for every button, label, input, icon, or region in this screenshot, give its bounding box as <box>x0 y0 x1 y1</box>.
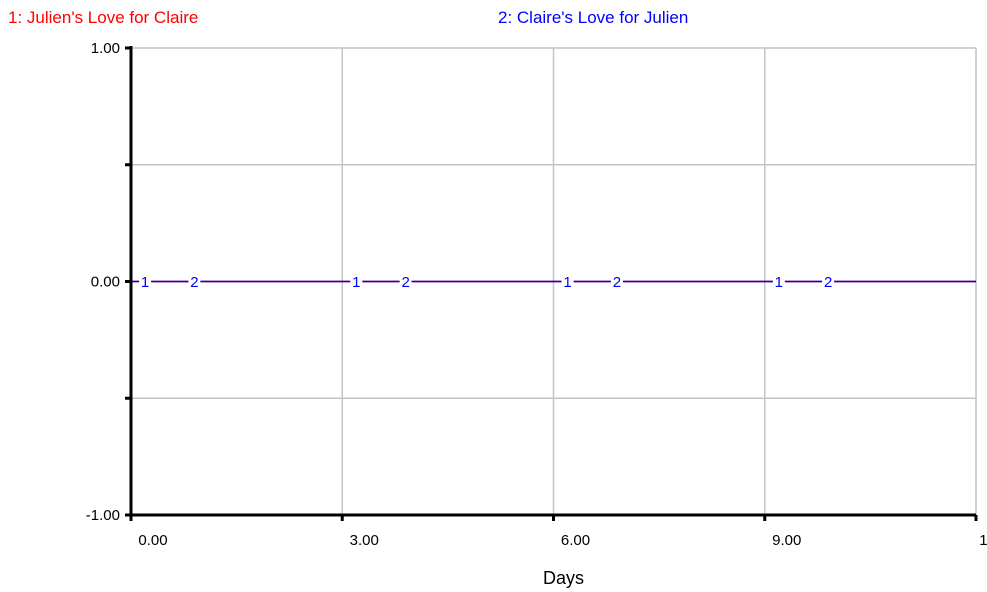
series-marker-bg <box>822 273 835 290</box>
series-marker-2: 2 <box>401 274 409 291</box>
y-tick-label: 0.00 <box>91 274 120 291</box>
series-marker-1: 1 <box>563 274 571 291</box>
series-marker-bg <box>139 273 152 290</box>
series-marker-1: 1 <box>141 274 149 291</box>
x-axis-label: Days <box>543 568 584 588</box>
series-marker-bg <box>561 273 574 290</box>
series-marker-bg <box>772 273 785 290</box>
x-tick-label: 12.00 <box>979 532 987 549</box>
legend-series-2: 2: Claire's Love for Julien <box>498 8 689 27</box>
y-tick-label: 1.00 <box>91 40 120 57</box>
series-marker-bg <box>610 273 623 290</box>
series-marker-2: 2 <box>613 274 621 291</box>
x-tick-label: 0.00 <box>138 532 167 549</box>
axes <box>125 46 978 521</box>
y-tick-label: -1.00 <box>86 507 120 524</box>
tick-labels: 1.00 0.00 -1.00 0.00 3.00 6.00 9.00 12.00 <box>86 40 987 549</box>
x-tick-label: 3.00 <box>350 532 379 549</box>
series-marker-bg <box>399 273 412 290</box>
series-marker-bg <box>188 273 201 290</box>
series-marker-bg <box>350 273 363 290</box>
x-tick-label: 6.00 <box>561 532 590 549</box>
series-marker-2: 2 <box>824 274 832 291</box>
series-layer: 1 2 1 2 1 2 1 2 <box>131 273 976 291</box>
legend-series-1: 1: Julien's Love for Claire <box>8 8 199 27</box>
series-marker-1: 1 <box>352 274 360 291</box>
series-marker-2: 2 <box>190 274 198 291</box>
x-tick-label: 9.00 <box>772 532 801 549</box>
series-marker-1: 1 <box>775 274 783 291</box>
